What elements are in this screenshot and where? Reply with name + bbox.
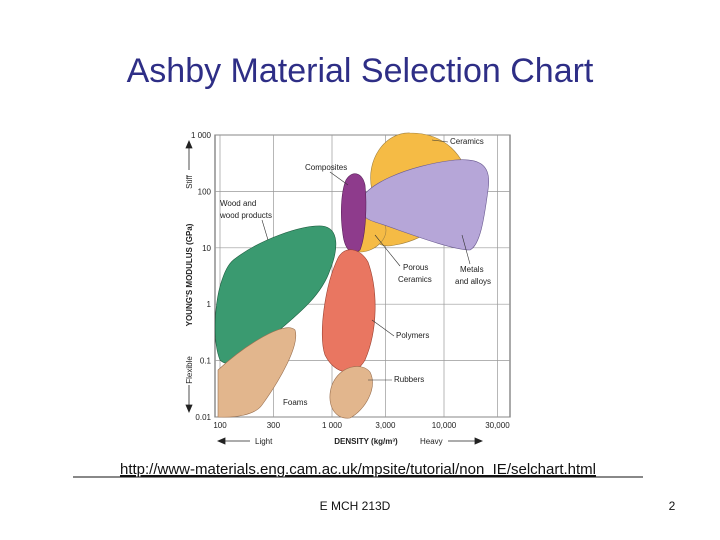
region-label: Composites [305, 163, 347, 172]
composites-region [341, 173, 367, 253]
y-high-label: Stiff [185, 174, 194, 188]
metals-region [359, 159, 490, 251]
y-tick-label: 0.1 [200, 357, 212, 366]
polymers-region [321, 249, 376, 373]
x-tick-label: 100 [213, 421, 227, 430]
y-tick-label: 0.01 [195, 413, 211, 422]
region-label: Porous [403, 263, 428, 272]
slide-title: Ashby Material Selection Chart [127, 52, 594, 90]
y-low-label: Flexible [185, 356, 194, 384]
x-tick-label: 10,000 [432, 421, 457, 430]
footer: E MCH 213D [320, 499, 391, 513]
y-tick-label: 10 [202, 244, 211, 253]
page-number: 2 [669, 499, 676, 513]
region-label: Metals [460, 265, 484, 274]
x-axis-label: DENSITY (kg/m³) [334, 437, 398, 446]
y-axis-label: YOUNG'S MODULUS (GPa) [185, 223, 194, 326]
region-label: wood products [219, 211, 272, 220]
y-tick-label: 1 000 [191, 131, 212, 140]
leader-lines [261, 139, 471, 381]
x-tick-label: 3,000 [375, 421, 396, 430]
y-tick-label: 1 [207, 300, 212, 309]
region-label: Wood and [220, 199, 256, 208]
region-label: Ceramics [450, 137, 484, 146]
x-low-label: Light [255, 437, 273, 446]
rubbers-region [329, 366, 373, 419]
ashby-chart: Ceramics Composites Wood and wood produc… [185, 132, 511, 446]
axis-arrows [185, 139, 484, 445]
region-label: Ceramics [398, 275, 432, 284]
x-high-label: Heavy [420, 437, 443, 446]
y-tick-label: 100 [198, 187, 212, 196]
x-tick-label: 300 [267, 421, 281, 430]
foams-region [217, 327, 297, 418]
source-link[interactable]: http://www-materials.eng.cam.ac.uk/mpsit… [120, 461, 596, 478]
x-tick-label: 1 000 [322, 421, 343, 430]
region-label: and alloys [455, 277, 491, 286]
region-label: Polymers [396, 331, 429, 340]
region-label: Rubbers [394, 375, 424, 384]
x-tick-label: 30,000 [485, 421, 510, 430]
region-label: Foams [283, 398, 307, 407]
